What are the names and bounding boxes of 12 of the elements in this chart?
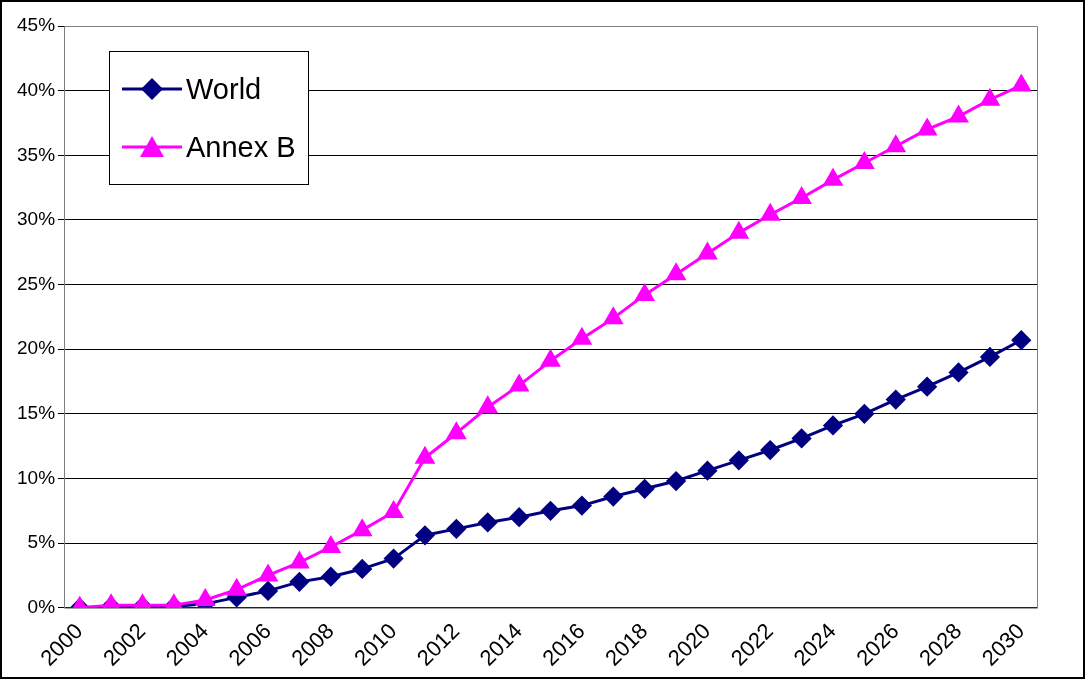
y-tick-label: 20%	[17, 337, 56, 359]
y-tick-label: 35%	[17, 143, 56, 165]
y-tick-label: 25%	[17, 272, 56, 294]
y-tick-label: 10%	[17, 466, 56, 488]
y-tick-label: 5%	[27, 531, 56, 553]
y-tick-label: 15%	[17, 402, 56, 424]
y-tick-label: 0%	[27, 595, 56, 617]
legend-label: World	[186, 72, 262, 106]
y-tick-label: 30%	[17, 208, 56, 230]
y-tick-label: 40%	[17, 78, 56, 100]
legend-label: Annex B	[186, 130, 296, 164]
y-tick-label: 45%	[17, 14, 56, 36]
